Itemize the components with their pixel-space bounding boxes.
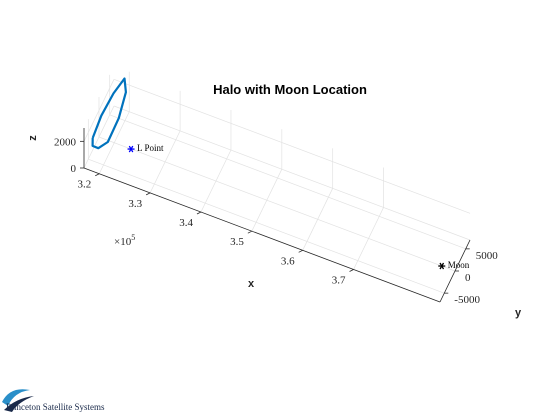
asterisk-marker-stroke [128,145,134,153]
x-tick-mark [95,173,100,177]
x-tick-label: 3.3 [128,198,142,210]
grid-line-z-backwall [113,79,471,214]
y-tick-label: 0 [465,272,471,284]
chart-title: Halo with Moon Location [213,82,367,97]
x-tick-label: 3.7 [332,274,346,286]
marker-moon: Moon [438,260,470,270]
x-tick-label: 3.2 [78,179,92,191]
x-tick-mark [298,249,303,253]
x-tick-label: 3.6 [281,255,295,267]
x-tick-mark [349,269,354,272]
x-tick-label: 3.4 [179,217,193,229]
z-tick-label: 2000 [54,136,77,148]
logo-swoosh-icon [2,389,30,406]
x-axis-exponent: ×105 [114,233,135,248]
grid-line-z-sidewall [83,79,115,142]
grid-layer [83,71,471,294]
y-tick-label: 5000 [476,250,499,262]
grid-line-y-floor [88,158,445,294]
tick-layer: 3.2 3.3 3.4 3.5 3.6 3.7 -5000 0 5000 0 2000 [54,136,498,306]
halo-orbit-series [91,77,128,150]
asterisk-marker-stroke [439,262,445,270]
x-axis-label: x [248,278,255,290]
grid-line-y-floor [109,114,466,250]
marker-label: L Point [137,143,164,153]
x-tick-mark [196,211,202,215]
y-axis-label: y [515,307,522,319]
grid-line-z-backwall [113,105,471,241]
company-logo-text: Princeton Satellite Systems [6,402,105,412]
marker-l-point: L Point [127,143,164,153]
grid-line-y-floor [98,136,456,272]
logo-swoosh-dark-icon [4,396,34,412]
axes-box [83,128,471,303]
marker-label: Moon [448,260,470,270]
x-tick-label: 3.5 [230,236,244,248]
z-axis-label: z [27,135,39,141]
x-tick-mark [247,230,253,234]
data-layer: L Point Moon [91,77,470,270]
company-logo: Princeton Satellite Systems [2,389,105,412]
y-tick-label: -5000 [454,294,480,306]
grid-line-z-sidewall [83,105,115,169]
x-axis-line [83,167,441,303]
x-tick-mark [145,192,151,196]
z-tick-label: 0 [71,163,77,175]
